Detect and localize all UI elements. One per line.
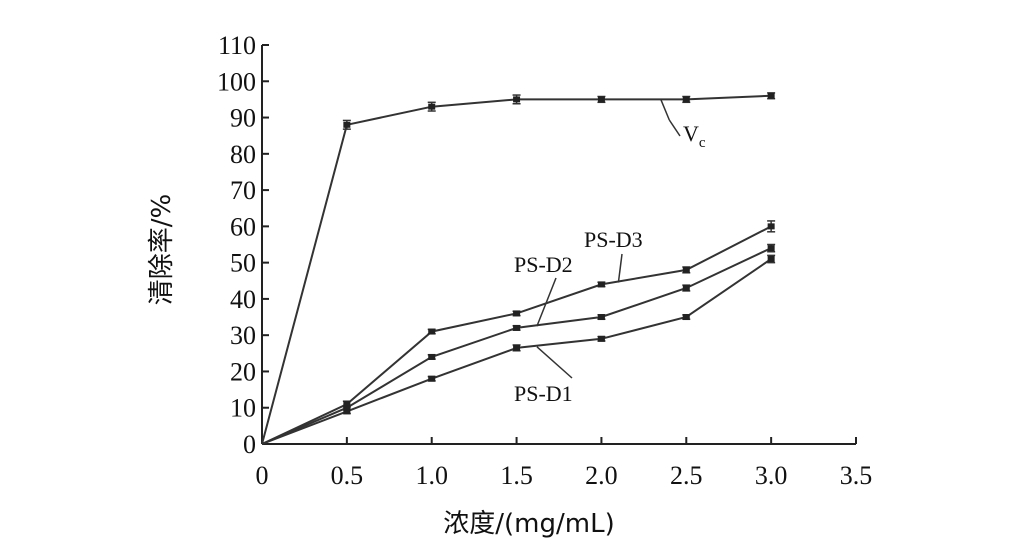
label-leader-line bbox=[668, 119, 681, 137]
data-point bbox=[767, 92, 775, 99]
data-point bbox=[428, 328, 436, 335]
data-point bbox=[343, 401, 351, 408]
y-axis-title: 清除率/% bbox=[147, 194, 177, 305]
series-label-ps-d1: PS-D1 bbox=[514, 381, 573, 406]
data-point bbox=[513, 310, 521, 317]
data-point bbox=[428, 353, 436, 360]
series-vc bbox=[261, 92, 776, 445]
label-leader-line bbox=[617, 253, 623, 283]
data-point bbox=[343, 121, 351, 128]
y-tick-label: 40 bbox=[230, 285, 256, 314]
series-label-ps-d3: PS-D3 bbox=[584, 227, 643, 252]
y-tick-label: 70 bbox=[230, 176, 256, 205]
x-tick-label: 1.5 bbox=[500, 461, 533, 490]
x-tick-label: 2.0 bbox=[585, 461, 618, 490]
x-axis-title: 浓度/(mg/mL) bbox=[443, 509, 614, 539]
series-label-vc: Vc bbox=[683, 121, 706, 151]
y-tick-label: 90 bbox=[230, 104, 256, 133]
x-tick-label: 0.5 bbox=[331, 461, 364, 490]
series-ps-d1 bbox=[261, 254, 776, 445]
data-point bbox=[682, 285, 690, 292]
y-tick-label: 110 bbox=[218, 31, 256, 60]
data-point bbox=[767, 256, 775, 263]
series-labels: Vc PS-D3 PS-D2 PS-D1 bbox=[514, 99, 706, 406]
series-label-ps-d2: PS-D2 bbox=[514, 252, 573, 277]
x-tick-label: 0 bbox=[256, 461, 269, 490]
data-point bbox=[343, 404, 351, 411]
y-tick-label: 30 bbox=[230, 321, 256, 350]
label-leader-line bbox=[660, 99, 671, 121]
y-tick-label: 80 bbox=[230, 140, 256, 169]
series-ps-d3 bbox=[261, 220, 776, 445]
data-point bbox=[428, 375, 436, 382]
y-tick-label: 10 bbox=[230, 394, 256, 423]
x-tick-label: 3.5 bbox=[840, 461, 873, 490]
x-tick-label: 1.0 bbox=[415, 461, 448, 490]
data-point bbox=[682, 266, 690, 273]
data-point bbox=[597, 281, 605, 288]
y-tick-label: 100 bbox=[217, 67, 256, 96]
label-leader-line bbox=[536, 346, 573, 379]
data-point bbox=[767, 245, 775, 252]
data-point bbox=[767, 223, 775, 230]
axes: 0 0.5 1.0 1.5 2.0 2.5 3.0 3.5 0 10 20 30 40 50 60 70 80 9… bbox=[217, 31, 872, 490]
y-tick-label: 50 bbox=[230, 249, 256, 278]
data-point bbox=[428, 103, 436, 110]
data-point bbox=[682, 314, 690, 321]
series-layer bbox=[261, 92, 776, 445]
data-point bbox=[513, 96, 521, 103]
data-point bbox=[343, 408, 351, 415]
y-tick-label: 20 bbox=[230, 357, 256, 386]
y-tick-label: 60 bbox=[230, 212, 256, 241]
data-point bbox=[597, 96, 605, 103]
x-tick-label: 3.0 bbox=[755, 461, 788, 490]
data-point bbox=[513, 344, 521, 351]
data-point bbox=[682, 96, 690, 103]
data-point bbox=[597, 314, 605, 321]
data-point bbox=[597, 335, 605, 342]
y-tick-label: 0 bbox=[243, 430, 256, 459]
label-leader-line bbox=[536, 277, 557, 327]
data-point bbox=[513, 324, 521, 331]
x-tick-label: 2.5 bbox=[670, 461, 703, 490]
